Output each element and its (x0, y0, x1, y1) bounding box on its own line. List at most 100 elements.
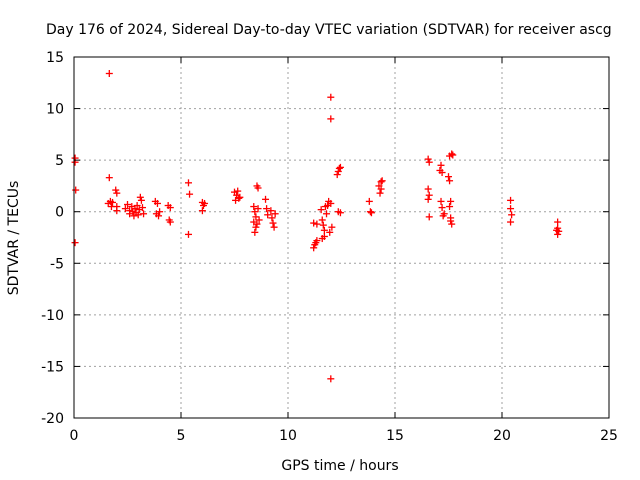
data-point (133, 202, 141, 210)
data-point (447, 214, 455, 222)
data-point (334, 167, 342, 175)
data-point (155, 212, 163, 220)
data-point (262, 195, 270, 203)
data-point (318, 235, 326, 243)
data-point (136, 193, 144, 201)
data-point (313, 237, 321, 245)
data-point (437, 161, 445, 169)
data-point (234, 187, 242, 195)
data-point (264, 211, 272, 219)
data-point (124, 200, 131, 208)
data-point (445, 173, 452, 181)
data-point (365, 197, 373, 205)
y-axis-ticks: -20 -15 -10 -5 0 5 10 15 (41, 50, 609, 427)
data-point (424, 195, 432, 203)
x-axis-ticks: 0 5 10 15 20 25 (70, 57, 618, 444)
data-point (134, 211, 142, 219)
data-point (166, 218, 174, 226)
y-tick-label: -5 (50, 256, 64, 272)
data-point (425, 158, 433, 166)
x-tick-label: 10 (279, 428, 297, 444)
data-point (424, 185, 432, 193)
data-point (449, 151, 457, 159)
data-point (438, 169, 446, 177)
data-point (254, 205, 262, 213)
data-point (446, 177, 454, 185)
data-point (267, 207, 275, 215)
data-point (437, 197, 445, 205)
data-point (109, 198, 117, 206)
data-point (254, 184, 262, 192)
data-point (319, 221, 327, 229)
data-point (366, 208, 374, 216)
plot-frame (73, 56, 610, 419)
y-tick-label: -10 (41, 308, 64, 324)
data-points (71, 70, 563, 383)
data-point (72, 186, 80, 194)
data-point (507, 196, 515, 204)
data-point (186, 190, 194, 198)
data-point (71, 239, 79, 247)
data-point (252, 213, 260, 221)
data-point (425, 213, 433, 221)
x-tick-label: 0 (70, 428, 79, 444)
data-point (507, 218, 515, 226)
data-point (201, 199, 209, 207)
data-point (424, 155, 432, 163)
data-point (138, 204, 146, 212)
data-point (508, 211, 516, 219)
data-point (121, 205, 129, 213)
data-point (438, 204, 446, 212)
data-point (447, 197, 455, 205)
data-point (255, 216, 263, 224)
x-axis-label: GPS time / hours (281, 458, 398, 474)
data-point (236, 193, 244, 201)
y-tick-label: 10 (46, 102, 64, 118)
data-point (425, 191, 433, 199)
data-point (335, 164, 343, 172)
data-point (166, 204, 174, 212)
data-point (554, 230, 562, 238)
data-point (112, 186, 120, 194)
data-point (377, 185, 385, 193)
data-point (378, 177, 386, 185)
data-point (377, 178, 385, 186)
data-point (250, 203, 258, 211)
data-point (113, 207, 121, 215)
data-point (198, 207, 206, 215)
data-point (376, 189, 384, 197)
data-point (105, 70, 113, 78)
data-point (252, 223, 260, 231)
data-point (184, 230, 192, 238)
data-point (153, 199, 161, 207)
data-point (440, 210, 448, 218)
data-point (313, 220, 321, 228)
data-point (336, 209, 344, 217)
data-point (269, 219, 277, 227)
data-point (263, 205, 271, 213)
grid (74, 57, 609, 418)
data-point (507, 205, 515, 213)
data-point (554, 218, 562, 226)
data-point (310, 244, 318, 252)
data-point (323, 210, 331, 218)
y-tick-label: 5 (55, 153, 64, 169)
data-point (253, 220, 261, 228)
data-point (251, 208, 259, 216)
data-point (448, 150, 456, 158)
data-point (317, 206, 325, 214)
data-point (318, 216, 326, 224)
chart-title: Day 176 of 2024, Sidereal Day-to-day VTE… (46, 22, 612, 38)
data-point (553, 226, 561, 234)
x-tick-label: 15 (386, 428, 404, 444)
x-tick-label: 5 (177, 428, 186, 444)
y-tick-label: 15 (46, 50, 64, 66)
data-point (327, 375, 335, 383)
y-tick-label: -15 (41, 359, 64, 375)
data-point (446, 203, 454, 211)
data-point (310, 219, 318, 227)
y-axis-label: SDTVAR / TECUs (6, 181, 22, 296)
data-point (156, 208, 164, 216)
x-tick-label: 25 (600, 428, 618, 444)
